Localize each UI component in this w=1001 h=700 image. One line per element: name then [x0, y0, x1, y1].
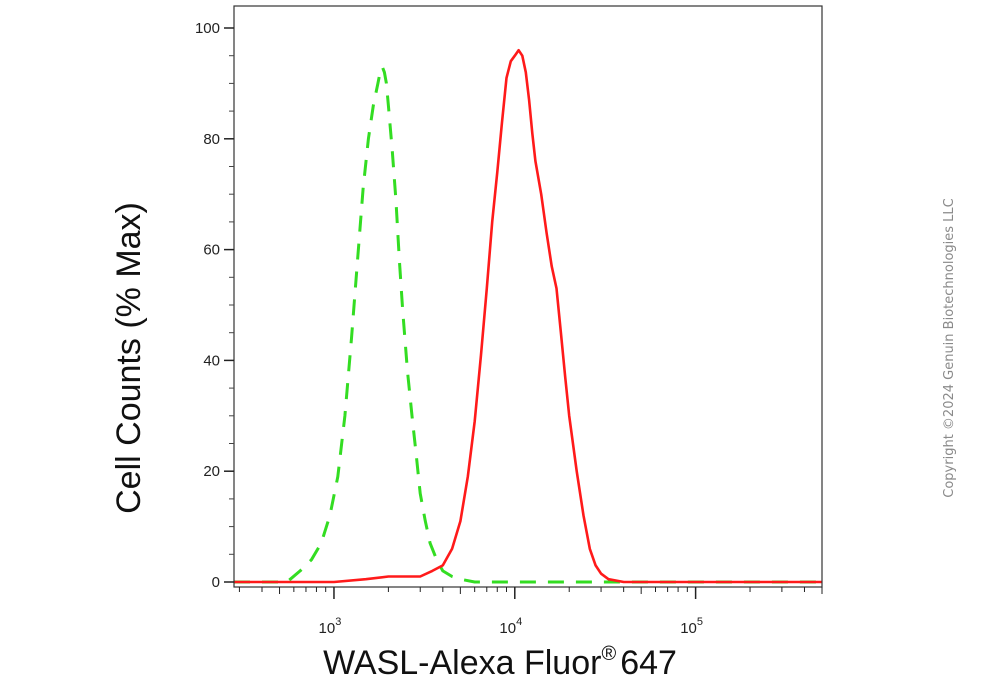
y-tick-label-0: 0 [212, 574, 220, 591]
y-tick-label-40: 40 [203, 352, 220, 369]
y-tick-label-60: 60 [203, 242, 220, 259]
y-tick-label-100: 100 [195, 20, 220, 37]
x-tick-label-base: 10 [499, 620, 516, 637]
x-tick-label-100000: 105 [680, 616, 703, 637]
x-tick-label-base: 10 [680, 620, 697, 637]
x-axis-title-tail: 647 [620, 644, 677, 682]
copyright-notice: Copyright ©2024 Genuin Biotechnologies L… [942, 198, 957, 497]
y-axis-title: Cell Counts (% Max) [110, 202, 148, 514]
x-axis-title-mark: ® [601, 643, 616, 665]
plot-area [234, 48, 822, 584]
x-axis-title: WASL-Alexa Fluor® 647 [323, 643, 677, 682]
y-tick-label-20: 20 [203, 463, 220, 480]
plot-frame [233, 5, 823, 588]
isotype-control-histogram-line [234, 65, 822, 584]
x-axis-title-main: WASL-Alexa Fluor [323, 644, 601, 682]
x-tick-label-exponent: 3 [335, 616, 341, 628]
stained-sample-histogram-line [234, 48, 822, 584]
x-tick-label-10000: 104 [499, 616, 522, 637]
x-tick-label-exponent: 4 [516, 616, 522, 628]
y-tick-label-80: 80 [203, 131, 220, 148]
x-tick-label-1000: 103 [319, 616, 342, 637]
x-tick-label-exponent: 5 [697, 616, 703, 628]
x-tick-label-base: 10 [319, 620, 336, 637]
